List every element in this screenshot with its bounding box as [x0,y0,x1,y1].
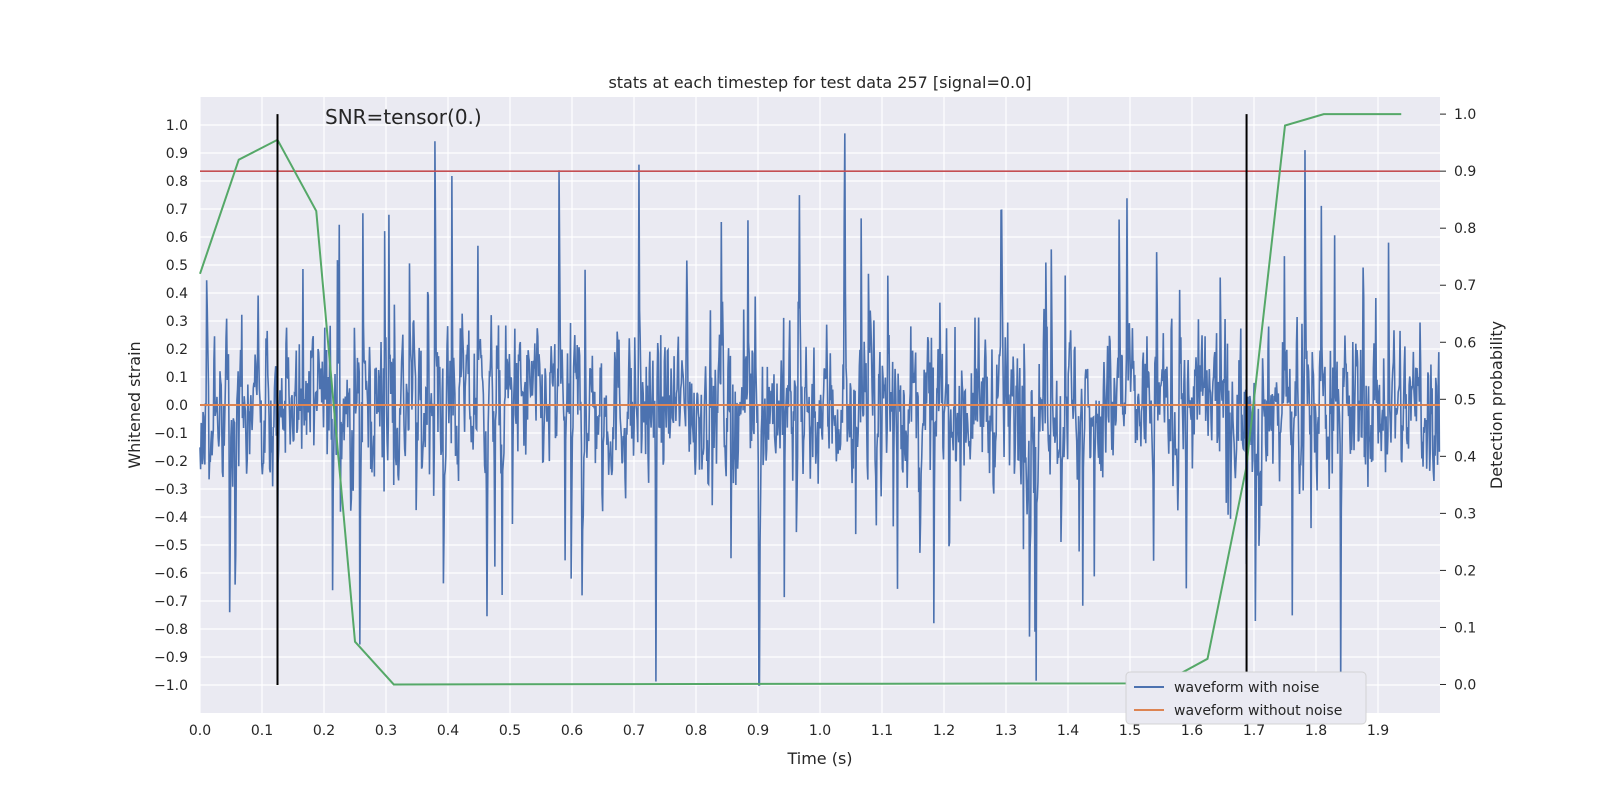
y-tick-label: −1.0 [154,678,188,694]
y-tick-label: 0.1 [166,370,188,386]
x-tick-label: 1.2 [933,723,955,739]
x-tick-label: 0.8 [685,723,707,739]
y-tick-label: −0.2 [154,454,188,470]
x-axis-title: Time (s) [786,749,852,768]
y-tick-label: 0.9 [166,146,188,162]
y-tick-label: 0.7 [166,202,188,218]
y-tick-label: 0.6 [166,230,188,246]
y-tick-label: 0.5 [166,258,188,274]
y-tick-label: −0.3 [154,482,188,498]
legend-box [1125,671,1367,725]
y-tick-label: −0.4 [154,510,188,526]
tick-labels-group: 0.0 0.1 0.2 0.3 0.4 0.5 0.6 0.7 0.8 0.9 1.0 1.1 1.2 1… [154,107,1476,739]
y2-tick-label: 0.2 [1454,563,1476,579]
y-tick-label: 0.3 [166,314,188,330]
x-tick-label: 0.3 [375,723,397,739]
x-tick-label: 0.4 [437,723,459,739]
x-tick-label: 0.0 [189,723,211,739]
x-tick-label: 1.3 [995,723,1017,739]
x-tick-label: 1.4 [1057,723,1079,739]
x-tick-label: 1.6 [1181,723,1203,739]
y-tick-label: −0.7 [154,594,188,610]
x-tick-label: 1.7 [1243,723,1265,739]
legend: waveform with noise waveform without nois… [1125,671,1367,725]
y2-tick-label: 0.6 [1454,335,1476,351]
y2-tick-label: 0.5 [1454,392,1476,408]
x-tick-label: 1.0 [809,723,831,739]
noise-waveform-line [199,133,1441,686]
x-tick-label: 1.1 [871,723,893,739]
legend-label: waveform without noise [1174,703,1342,719]
y-tick-label: 0.4 [166,286,188,302]
y2-tick-label: 0.9 [1454,164,1476,180]
x-tick-label: 1.9 [1367,723,1389,739]
snr-annotation: SNR=tensor(0.) [325,105,482,129]
y2-tick-label: 0.3 [1454,506,1476,522]
y2-tick-label: 0.1 [1454,620,1476,636]
y-tick-label: −0.1 [154,426,188,442]
y2-tick-label: 1.0 [1454,107,1476,123]
y2-tick-label: 0.7 [1454,278,1476,294]
y2-tick-label: 0.8 [1454,221,1476,237]
x-tick-label: 0.5 [499,723,521,739]
y-tick-label: −0.5 [154,538,188,554]
y-tick-label: 1.0 [166,118,188,134]
x-tick-label: 0.7 [623,723,645,739]
y-tick-label: 0.0 [166,398,188,414]
x-tick-label: 0.2 [313,723,335,739]
noise-series-group [199,133,1441,686]
x-tick-label: 1.5 [1119,723,1141,739]
chart-title: stats at each timestep for test data 257… [608,73,1031,92]
y2-axis-title: Detection probability [1487,321,1506,489]
x-tick-label: 0.9 [747,723,769,739]
x-tick-label: 1.8 [1305,723,1327,739]
y-axis-title: Whitened strain [125,341,144,468]
y-tick-label: −0.6 [154,566,188,582]
x-tick-label: 0.1 [251,723,273,739]
x-tick-label: 0.6 [561,723,583,739]
legend-label: waveform with noise [1174,680,1319,696]
y2-tick-label: 0.4 [1454,449,1476,465]
y2-tick-label: 0.0 [1454,677,1476,693]
y-tick-label: −0.9 [154,650,188,666]
y-tick-label: 0.2 [166,342,188,358]
y-tick-label: −0.8 [154,622,188,638]
y-tick-label: 0.8 [166,174,188,190]
